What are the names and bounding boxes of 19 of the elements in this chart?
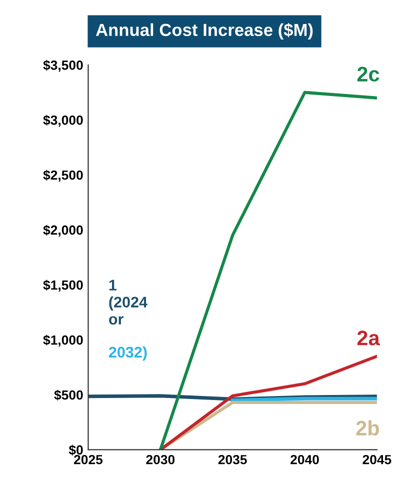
text: 1 (2024 or (109, 280, 148, 325)
series-label: 2c (357, 66, 380, 82)
x-tick-label: 2035 (218, 454, 247, 464)
x-tick-label: 2030 (146, 454, 175, 464)
y-tick-label: $2,500 (43, 170, 83, 182)
series-label: 2a (357, 330, 380, 346)
x-tick-label: 2045 (362, 454, 392, 464)
y-tick-label: $1,000 (43, 334, 83, 347)
y-tick-label: $3,500 (43, 60, 83, 72)
y-tick-label: $1,500 (43, 280, 83, 292)
y-tick-label: $500 (54, 390, 83, 401)
y-tick-label: $0 (68, 444, 83, 456)
x-tick-label: 2040 (290, 454, 319, 464)
y-tick-label: $3,000 (43, 114, 83, 127)
x-tick-label: 2025 (74, 454, 103, 464)
chart-title: Annual Cost Increase ($M) (96, 23, 313, 40)
text: 2032) (108, 346, 147, 361)
y-tick-label: $2,000 (43, 224, 83, 237)
series-label: 2b (356, 420, 379, 436)
